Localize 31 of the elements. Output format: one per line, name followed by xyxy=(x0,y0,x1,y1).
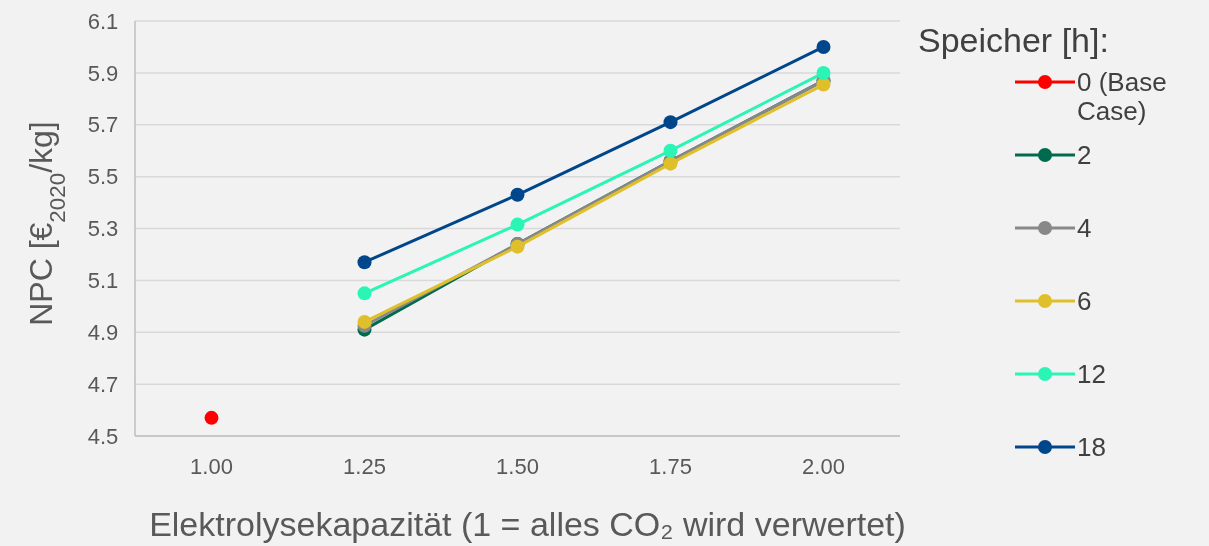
x-tick-label: 1.75 xyxy=(649,454,692,479)
y-tick-label: 5.9 xyxy=(87,60,119,86)
point xyxy=(510,187,525,202)
point xyxy=(510,217,525,232)
x-tick-label: 1.50 xyxy=(496,454,539,479)
x-axis-title: Elektrolysekapazität (1 = alles CO₂ wird verwertet) xyxy=(149,505,906,543)
legend-label: 0 (Base Case) xyxy=(1077,67,1167,126)
x-tick-label: 2.00 xyxy=(802,454,845,479)
point xyxy=(663,143,678,158)
x-tick-label: 1.25 xyxy=(343,454,386,479)
y-tick-label: 5.5 xyxy=(87,164,119,190)
point xyxy=(357,286,372,301)
point xyxy=(663,115,678,130)
y-tick-label: 5.7 xyxy=(87,112,119,138)
y-tick-label: 4.5 xyxy=(87,423,119,449)
legend-title: Speicher [h]: xyxy=(918,21,1109,59)
point xyxy=(816,39,831,54)
y-tick-label: 4.9 xyxy=(87,319,119,345)
legend-label: 4 xyxy=(1077,213,1092,244)
point xyxy=(357,314,372,329)
point xyxy=(357,255,372,270)
legend-label: 2 xyxy=(1077,140,1092,171)
point xyxy=(204,410,219,425)
legend-label: 12 xyxy=(1077,359,1106,390)
y-tick-label: 5.1 xyxy=(87,268,119,294)
legend-label: 6 xyxy=(1077,286,1092,317)
y-tick-label: 6.1 xyxy=(87,8,119,34)
y-tick-label: 4.7 xyxy=(87,371,119,397)
x-tick-label: 1.00 xyxy=(190,454,233,479)
y-tick-label: 5.3 xyxy=(87,216,119,242)
legend-label: 18 xyxy=(1077,432,1106,463)
